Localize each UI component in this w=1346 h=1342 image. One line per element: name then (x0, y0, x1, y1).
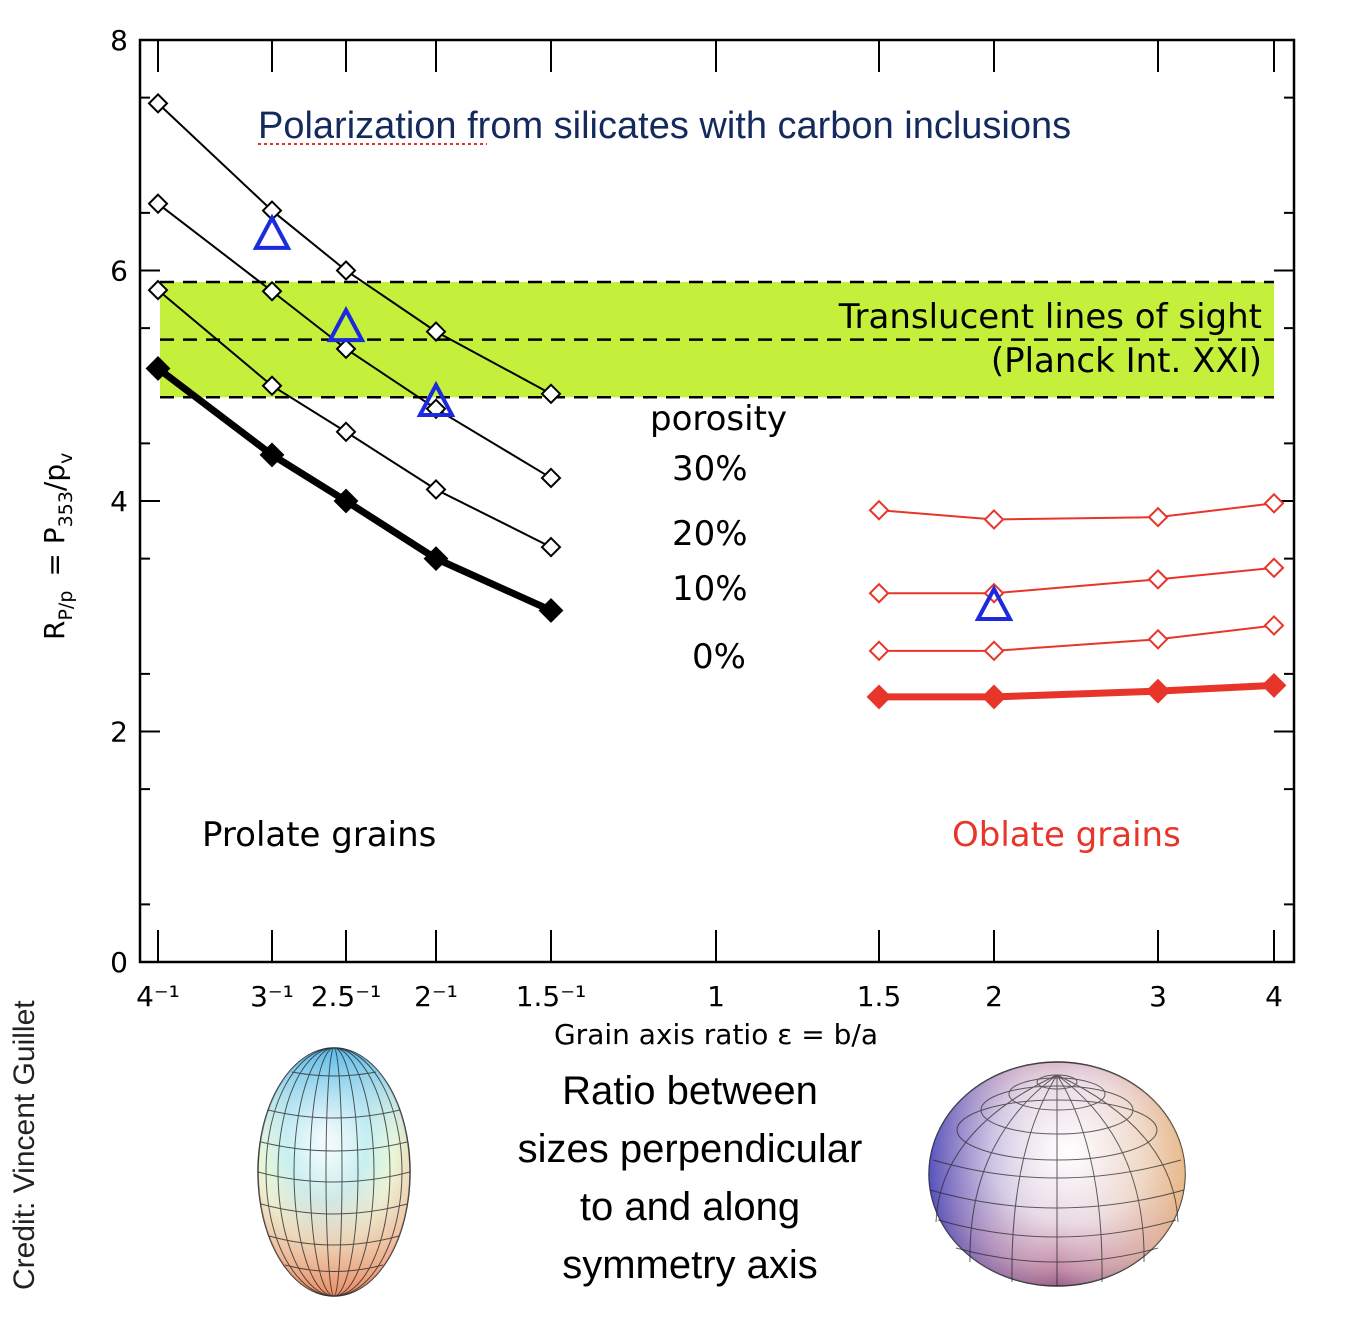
x-axis: 4⁻¹ 3⁻¹ 2.5⁻¹ 2⁻¹ 1.5⁻¹ 1 1.5 2 3 4 (136, 40, 1283, 1013)
x-tick-label: 2⁻¹ (414, 980, 458, 1013)
porosity-10-label: 10% (672, 569, 748, 609)
caption-line-1: Ratio between (562, 1069, 818, 1113)
series-layer (145, 92, 1287, 710)
data-point (868, 640, 890, 662)
data-point (540, 467, 562, 489)
data-point (425, 479, 447, 500)
triangle-marker (416, 380, 456, 418)
chart-title: Polarization from silicates with carbon … (258, 105, 1071, 147)
x-tick-label: 1.5 (857, 980, 902, 1013)
x-tick-label: 2.5⁻¹ (311, 980, 382, 1013)
data-point (335, 421, 357, 443)
data-point (261, 280, 283, 302)
data-point (1263, 615, 1285, 636)
porosity-label: porosity (650, 399, 787, 439)
x-tick-label: 4 (1265, 980, 1283, 1013)
series-oblate-10pct (868, 615, 1285, 662)
band-label-line2: (Planck Int. XXI) (991, 341, 1262, 381)
data-point (147, 279, 169, 301)
caption-line-4: symmetry axis (562, 1243, 818, 1287)
y-axis: 0 2 4 6 8 (110, 24, 1294, 979)
data-point (1147, 506, 1169, 528)
oblate-label: Oblate grains (952, 815, 1181, 855)
oblate-spheroid-illustration (928, 1061, 1186, 1287)
series-prolate-0pct (145, 356, 564, 623)
data-point (147, 193, 169, 215)
data-point (538, 598, 564, 623)
triangle-marker (326, 305, 366, 343)
data-point (1261, 672, 1287, 698)
series-line (879, 624, 1275, 652)
data-point (147, 92, 169, 114)
triangle-marker (252, 213, 292, 250)
x-tick-label: 1 (707, 980, 725, 1013)
y-axis-title: RP/p= P353/pv (38, 453, 77, 640)
y-tick-label: 6 (110, 255, 128, 288)
band-label-line1: Translucent lines of sight (838, 297, 1262, 337)
caption-line-2: sizes perpendicular (517, 1127, 863, 1171)
data-point (1147, 628, 1169, 650)
credit-text: Credit: Vincent Guillet (8, 1000, 41, 1290)
series-line (155, 365, 553, 614)
series-oblate-30pct (868, 492, 1285, 530)
data-point (1147, 568, 1169, 590)
x-tick-label: 3 (1149, 980, 1167, 1013)
data-point (1145, 678, 1171, 704)
data-point (983, 640, 1005, 662)
y-tick-label: 2 (110, 716, 128, 749)
y-tick-label: 4 (110, 485, 128, 518)
data-point (425, 321, 447, 342)
data-point (335, 260, 357, 281)
data-point (866, 684, 892, 710)
data-point (333, 488, 359, 514)
x-tick-label: 3⁻¹ (250, 980, 294, 1013)
series-prolate-10pct (147, 279, 562, 558)
data-point (423, 546, 449, 572)
prolate-label: Prolate grains (202, 815, 436, 855)
caption: Ratio between sizes perpendicular to and… (480, 1062, 900, 1294)
x-axis-title: Grain axis ratio ε = b/a (554, 1018, 878, 1051)
triangle-markers (252, 213, 1014, 622)
data-point (540, 383, 562, 405)
data-point (540, 536, 562, 558)
caption-line-3: to and along (579, 1185, 801, 1229)
series-oblate-0pct (866, 672, 1287, 710)
series-line (878, 502, 1275, 521)
series-line (879, 681, 1275, 701)
data-point (261, 375, 283, 397)
porosity-30-label: 30% (672, 449, 748, 489)
porosity-0-label: 0% (692, 637, 746, 677)
data-point (1263, 557, 1285, 579)
y-tick-label: 8 (110, 24, 128, 57)
data-point (1263, 492, 1285, 514)
x-tick-label: 1.5⁻¹ (516, 980, 587, 1013)
data-point (981, 684, 1007, 710)
series-line (879, 566, 1275, 595)
data-point (983, 509, 1005, 530)
series-oblate-20pct (868, 557, 1285, 604)
data-point (259, 442, 285, 468)
porosity-20-label: 20% (672, 514, 748, 554)
prolate-spheroid-illustration (257, 1047, 411, 1297)
triangle-marker (974, 584, 1014, 622)
data-point (868, 499, 890, 521)
data-point (335, 338, 357, 360)
x-tick-label: 4⁻¹ (136, 980, 180, 1013)
series-prolate-30pct (147, 92, 562, 405)
y-tick-label: 0 (110, 946, 128, 979)
data-point (868, 582, 890, 604)
x-tick-label: 2 (985, 980, 1003, 1013)
data-point (145, 356, 171, 381)
